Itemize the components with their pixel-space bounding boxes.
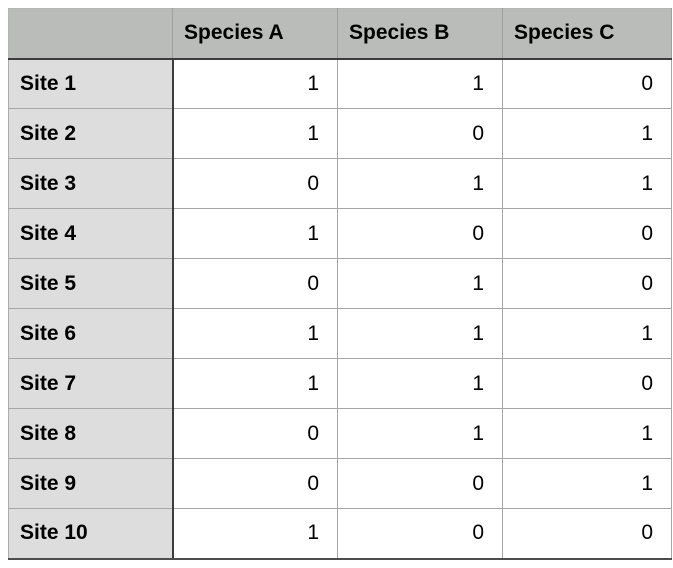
row-label: Site 5 (8, 258, 174, 309)
presence-cell: 0 (502, 508, 672, 560)
species-presence-table: Species A Species B Species C Site 1 1 1… (8, 8, 672, 560)
presence-cell: 0 (172, 258, 338, 309)
column-header-species-a: Species A (172, 8, 338, 60)
presence-cell: 1 (172, 208, 338, 259)
table-row: Site 3 0 1 1 (8, 158, 672, 209)
presence-cell: 0 (502, 208, 672, 259)
presence-cell: 0 (337, 458, 503, 509)
table-row: Site 2 1 0 1 (8, 108, 672, 159)
presence-cell: 0 (172, 158, 338, 209)
presence-cell: 1 (172, 108, 338, 159)
row-label: Site 1 (8, 58, 174, 109)
row-label: Site 3 (8, 158, 174, 209)
table-row: Site 8 0 1 1 (8, 408, 672, 459)
presence-cell: 0 (172, 458, 338, 509)
row-label: Site 8 (8, 408, 174, 459)
presence-cell: 1 (337, 308, 503, 359)
presence-cell: 1 (502, 158, 672, 209)
table-row: Site 7 1 1 0 (8, 358, 672, 409)
row-label: Site 4 (8, 208, 174, 259)
presence-cell: 1 (337, 358, 503, 409)
row-label: Site 10 (8, 508, 174, 560)
table-row: Site 1 1 1 0 (8, 58, 672, 109)
presence-cell: 1 (502, 108, 672, 159)
table-row: Site 5 0 1 0 (8, 258, 672, 309)
table-body: Site 1 1 1 0 Site 2 1 0 1 Site 3 0 1 1 S… (8, 58, 672, 560)
presence-cell: 1 (337, 158, 503, 209)
presence-cell: 1 (172, 308, 338, 359)
presence-cell: 1 (172, 58, 338, 109)
table-row: Site 10 1 0 0 (8, 508, 672, 560)
presence-cell: 1 (502, 408, 672, 459)
presence-cell: 1 (172, 358, 338, 409)
column-header-species-c: Species C (502, 8, 672, 60)
row-label: Site 2 (8, 108, 174, 159)
row-label: Site 6 (8, 308, 174, 359)
presence-cell: 1 (502, 308, 672, 359)
header-row: Species A Species B Species C (8, 8, 672, 60)
presence-cell: 1 (337, 408, 503, 459)
presence-cell: 1 (172, 508, 338, 560)
presence-cell: 1 (502, 458, 672, 509)
table-row: Site 9 0 0 1 (8, 458, 672, 509)
presence-cell: 0 (337, 208, 503, 259)
table-row: Site 6 1 1 1 (8, 308, 672, 359)
column-header-species-b: Species B (337, 8, 503, 60)
presence-cell: 0 (502, 58, 672, 109)
corner-header-cell (8, 8, 173, 60)
presence-cell: 1 (337, 58, 503, 109)
presence-cell: 1 (337, 258, 503, 309)
presence-cell: 0 (502, 258, 672, 309)
presence-cell: 0 (337, 508, 503, 560)
table-header: Species A Species B Species C (8, 8, 672, 60)
presence-cell: 0 (502, 358, 672, 409)
presence-cell: 0 (337, 108, 503, 159)
species-presence-table-container: Species A Species B Species C Site 1 1 1… (8, 8, 672, 560)
presence-cell: 0 (172, 408, 338, 459)
table-row: Site 4 1 0 0 (8, 208, 672, 259)
row-label: Site 9 (8, 458, 174, 509)
row-label: Site 7 (8, 358, 174, 409)
